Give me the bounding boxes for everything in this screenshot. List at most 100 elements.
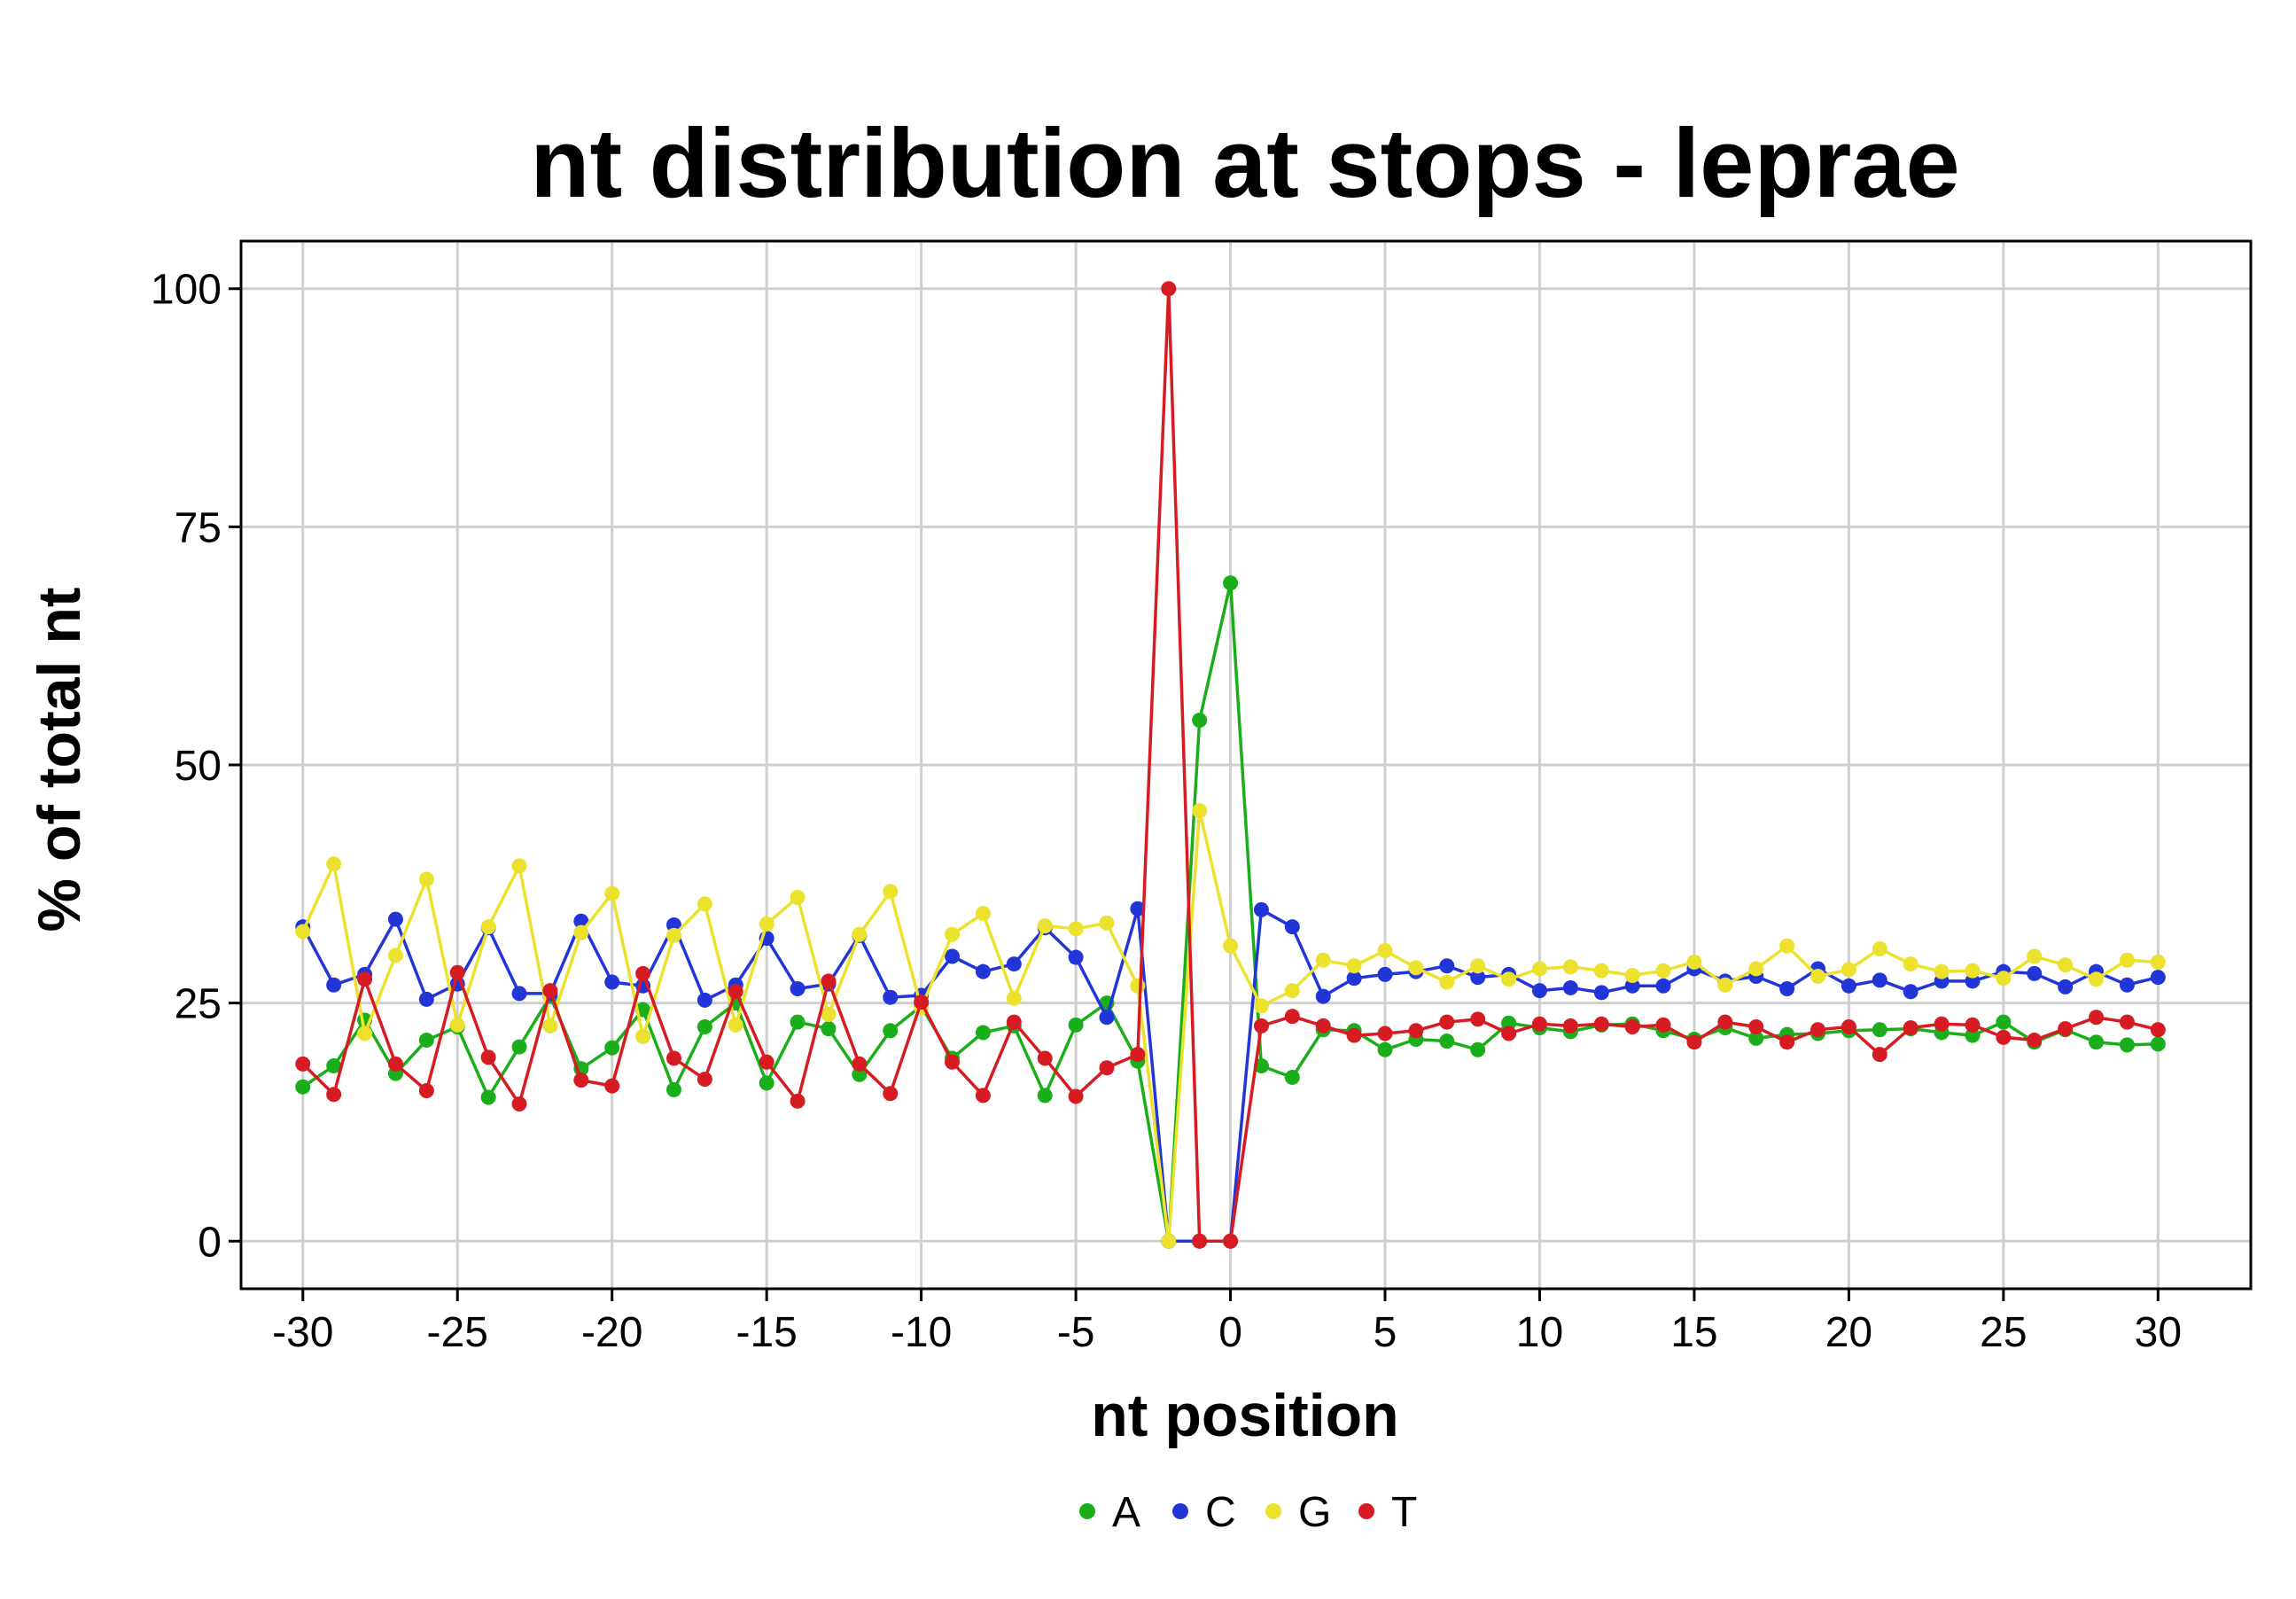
data-point-C: [1315, 988, 1331, 1004]
data-point-A: [883, 1023, 899, 1039]
data-point-T: [1531, 1016, 1547, 1032]
legend-label-C: C: [1205, 1489, 1236, 1536]
data-point-C: [1593, 985, 1609, 1001]
x-tick-label: -30: [272, 1309, 333, 1356]
series-group: [295, 281, 2166, 1249]
x-tick-label: 25: [1980, 1309, 2027, 1356]
data-point-T: [759, 1054, 774, 1070]
data-point-G: [326, 856, 342, 872]
data-point-T: [295, 1056, 311, 1072]
data-point-T: [1748, 1019, 1764, 1034]
data-point-G: [1006, 990, 1022, 1006]
data-point-G: [1686, 954, 1702, 970]
data-point-T: [1996, 1029, 2012, 1045]
data-point-G: [1841, 962, 1856, 978]
data-point-T: [387, 1056, 403, 1072]
data-point-C: [511, 986, 527, 1002]
data-point-G: [1872, 940, 1887, 956]
data-point-C: [1841, 978, 1856, 994]
data-point-A: [1284, 1069, 1300, 1085]
data-point-T: [2027, 1033, 2043, 1049]
data-point-G: [635, 1028, 651, 1044]
data-point-G: [1717, 977, 1733, 993]
data-point-G: [852, 926, 868, 942]
data-point-G: [1934, 963, 1950, 979]
data-point-A: [295, 1079, 311, 1095]
data-point-T: [1717, 1014, 1733, 1030]
y-tick-label: 100: [151, 267, 222, 314]
data-point-A: [1377, 1041, 1393, 1057]
data-point-A: [1996, 1014, 2012, 1030]
data-point-T: [1872, 1047, 1887, 1063]
legend-marker-G: [1265, 1503, 1281, 1519]
data-point-G: [1903, 956, 1919, 972]
data-point-C: [1439, 958, 1455, 974]
data-point-T: [665, 1050, 681, 1066]
data-point-T: [511, 1096, 527, 1112]
x-tick-label: 10: [1516, 1309, 1563, 1356]
data-point-A: [759, 1075, 774, 1091]
data-point-T: [1284, 1009, 1300, 1025]
data-point-G: [1223, 938, 1239, 954]
data-point-T: [1099, 1060, 1115, 1076]
data-point-T: [1006, 1014, 1022, 1030]
data-point-T: [1903, 1020, 1919, 1036]
x-tick-label: -20: [581, 1309, 642, 1356]
data-point-G: [1562, 959, 1578, 975]
data-point-C: [326, 977, 342, 993]
data-point-G: [573, 924, 589, 940]
data-point-C: [2058, 979, 2074, 994]
data-point-C: [945, 948, 961, 964]
data-point-C: [1068, 949, 1084, 965]
data-point-C: [604, 974, 620, 990]
data-point-C: [1965, 973, 1981, 989]
data-point-G: [1408, 960, 1424, 976]
data-point-G: [1593, 963, 1609, 979]
data-point-C: [790, 981, 806, 997]
data-point-T: [883, 1086, 899, 1102]
data-point-C: [1130, 901, 1146, 916]
legend-item-G: G: [1265, 1489, 1331, 1536]
data-point-T: [604, 1078, 620, 1094]
data-point-T: [914, 994, 930, 1010]
data-point-G: [604, 885, 620, 901]
grid: [241, 241, 2251, 1289]
data-point-T: [790, 1093, 806, 1109]
data-point-A: [665, 1081, 681, 1097]
x-tick-label: -10: [891, 1309, 952, 1356]
data-point-G: [542, 1018, 558, 1034]
data-point-T: [1253, 1018, 1269, 1034]
data-point-A: [480, 1089, 496, 1105]
data-point-G: [1130, 978, 1146, 994]
data-point-A: [1037, 1088, 1053, 1104]
data-point-C: [1779, 981, 1795, 997]
data-point-T: [635, 965, 651, 981]
data-point-G: [2089, 971, 2105, 987]
data-point-G: [1501, 971, 1517, 987]
data-point-G: [511, 858, 527, 874]
y-axis-title: % of total nt: [26, 587, 93, 932]
data-point-T: [975, 1088, 991, 1104]
data-point-A: [1192, 712, 1208, 728]
data-point-T: [852, 1056, 868, 1072]
data-point-A: [1872, 1022, 1887, 1038]
data-point-A: [852, 1066, 868, 1082]
data-point-G: [1439, 974, 1455, 990]
data-point-G: [2058, 957, 2074, 973]
data-point-C: [1099, 1010, 1115, 1026]
data-point-A: [1748, 1030, 1764, 1046]
data-point-C: [1655, 978, 1671, 994]
chart-title: nt distribution at stops - leprae: [530, 109, 1959, 218]
x-axis-title: nt position: [1091, 1382, 1398, 1449]
data-point-G: [790, 889, 806, 905]
data-point-G: [357, 1026, 373, 1041]
data-point-G: [1037, 918, 1053, 934]
legend-marker-T: [1358, 1503, 1374, 1519]
data-point-T: [821, 973, 837, 989]
data-point-C: [1346, 971, 1362, 987]
data-point-T: [2150, 1022, 2166, 1038]
data-point-A: [418, 1033, 434, 1049]
data-point-G: [2119, 952, 2135, 968]
data-point-T: [1655, 1017, 1671, 1033]
